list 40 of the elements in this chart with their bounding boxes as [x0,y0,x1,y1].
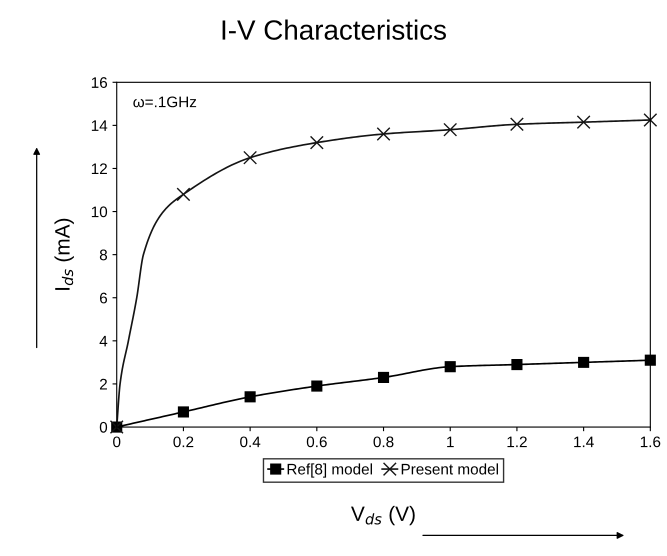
x-tick-label: 1.6 [640,436,660,448]
y-tick-label: 0 [100,422,108,433]
x-tick-label: 1.2 [507,436,527,448]
point [643,113,658,127]
x-tick-label: 0.2 [173,436,194,448]
y-tick-label: 10 [92,206,108,218]
point [310,136,324,150]
y-tick-label: 8 [100,250,108,260]
point [176,187,190,202]
y-tick-label: 6 [100,292,108,304]
legend-label: Ref[8] model [288,463,372,478]
point [444,361,456,372]
point [311,380,322,392]
point [443,122,458,137]
point [378,372,390,384]
point [576,115,591,130]
point [376,127,390,141]
chart-title: I-V Characteristics [222,19,446,40]
x-axis-title: V$_{ds}$ (V) [351,506,415,526]
y-tick-label: 12 [92,163,107,174]
point [243,150,258,165]
x-tick-label: 0 [113,436,120,448]
point [244,391,256,402]
point [511,358,522,370]
y-tick-label: 2 [100,378,107,390]
x-tick-label: 1.4 [574,436,594,448]
legend-label: Present model [402,463,498,475]
point [644,354,656,366]
annotation: ω=.1GHz [133,96,196,108]
x-tick-label: 0.8 [374,436,394,448]
y-tick-label: 16 [92,77,108,88]
x-tick-label: 0.4 [240,436,260,448]
point [578,356,590,368]
point [510,117,524,132]
y-tick-label: 14 [92,120,108,131]
y-axis-title: I$_{ds}$ (mA) [54,218,74,290]
y-tick-label: 4 [100,336,108,346]
point [178,406,189,418]
x-tick-label: 0.6 [306,436,327,448]
x-tick-label: 1 [447,436,454,448]
